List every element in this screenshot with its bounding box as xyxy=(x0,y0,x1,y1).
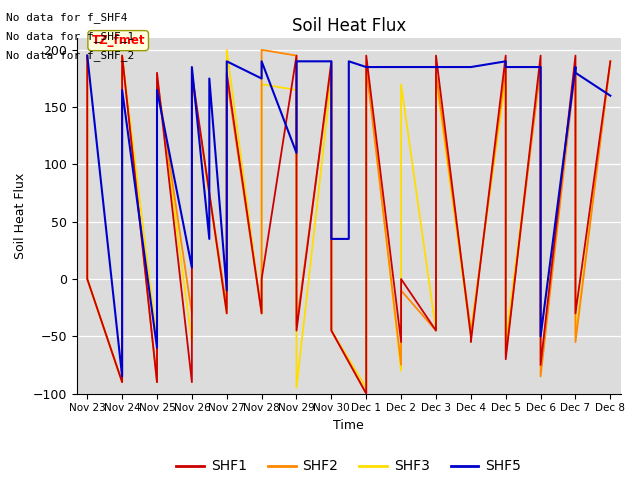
X-axis label: Time: Time xyxy=(333,419,364,432)
Text: TZ_fmet: TZ_fmet xyxy=(92,34,145,47)
Text: No data for f_SHF_2: No data for f_SHF_2 xyxy=(6,50,134,61)
Y-axis label: Soil Heat Flux: Soil Heat Flux xyxy=(14,173,27,259)
Text: No data for f_SHF4: No data for f_SHF4 xyxy=(6,12,128,23)
Text: No data for f_SHF_1: No data for f_SHF_1 xyxy=(6,31,134,42)
Title: Soil Heat Flux: Soil Heat Flux xyxy=(292,17,406,36)
Legend: SHF1, SHF2, SHF3, SHF5: SHF1, SHF2, SHF3, SHF5 xyxy=(171,454,527,479)
